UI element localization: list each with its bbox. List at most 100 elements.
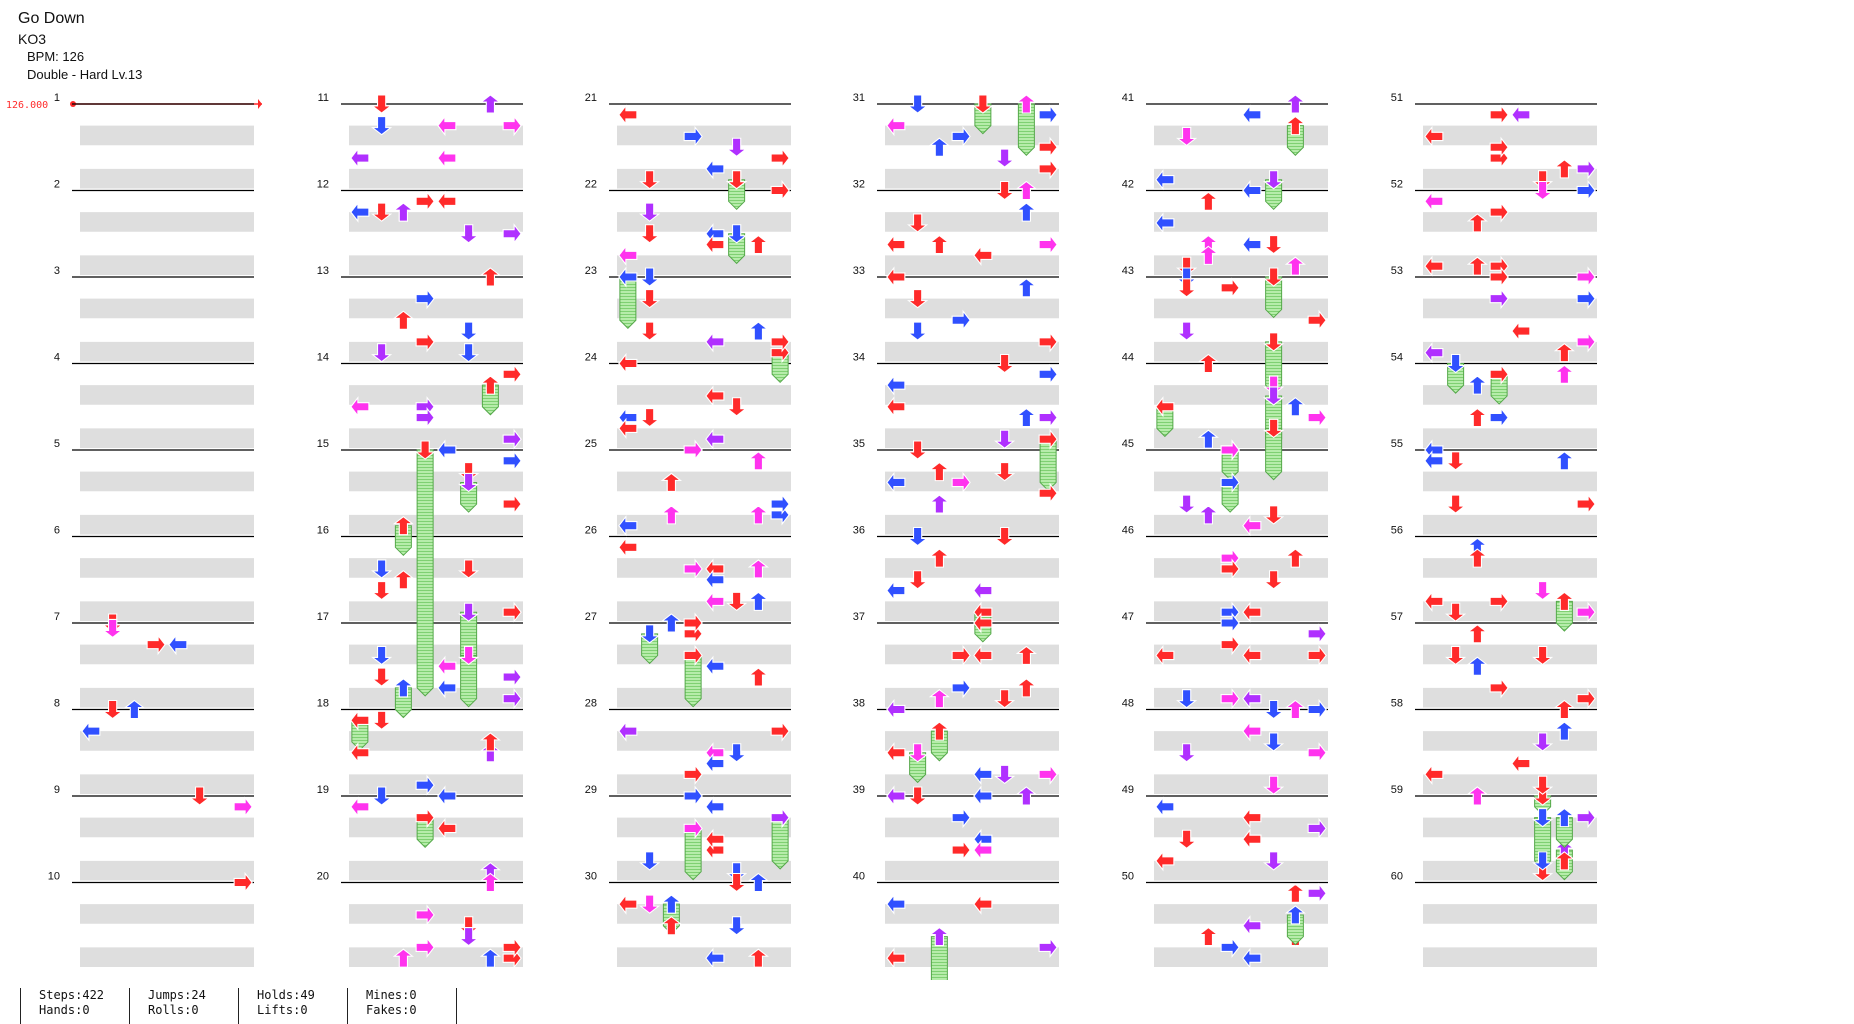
measure-label: 41 [1122, 92, 1134, 104]
note-arrow [1220, 439, 1240, 461]
note-arrow [618, 266, 638, 288]
note-arrow [1197, 505, 1219, 525]
beat-band [349, 860, 523, 881]
beat-band [617, 298, 791, 319]
note-arrow [1263, 699, 1285, 720]
measure-label: 58 [1391, 698, 1403, 710]
beat-band [1154, 904, 1328, 924]
note-arrow [415, 936, 435, 958]
beat-band [1423, 514, 1597, 535]
note-arrow [726, 916, 748, 936]
step-chart: 126.000 12345678910111213141516171819202… [6, 92, 1597, 980]
measure-label: 23 [585, 265, 597, 277]
note-arrow [747, 872, 769, 893]
beat-band [885, 687, 1059, 708]
note-arrow [1038, 406, 1058, 429]
hold-body [1039, 438, 1057, 492]
note-arrow [1532, 851, 1554, 871]
beat-band [1423, 731, 1597, 751]
note-arrow [907, 786, 929, 806]
note-arrow [886, 396, 906, 418]
beat-band [349, 428, 523, 448]
beat-band [617, 644, 791, 665]
note-arrow [502, 666, 522, 688]
hold-body [1447, 363, 1465, 394]
note-arrow [886, 374, 906, 396]
beat-band [349, 601, 523, 621]
note-arrow [618, 515, 638, 537]
beat-band [80, 860, 254, 881]
measure-label: 10 [48, 871, 60, 883]
note-arrow [1038, 363, 1058, 385]
beat-band [349, 644, 523, 665]
note-arrow [458, 602, 480, 622]
note-arrow [371, 116, 393, 136]
note-arrow [1307, 698, 1327, 721]
note-arrow [1263, 418, 1285, 439]
note-arrow [1284, 883, 1306, 903]
note-arrow [726, 224, 748, 244]
note-arrow [907, 321, 929, 341]
beat-band [1423, 817, 1597, 838]
note-arrow [189, 786, 211, 806]
note-arrow [1176, 321, 1198, 341]
measure-label: 38 [853, 698, 865, 710]
note-arrow [907, 440, 929, 460]
note-arrow [1466, 786, 1488, 806]
note-arrow [1242, 947, 1262, 969]
measure-label: 18 [317, 698, 329, 710]
note-arrow [747, 559, 769, 579]
note-arrow [1489, 201, 1509, 223]
note-arrow [1553, 699, 1575, 720]
hold-body [460, 654, 478, 708]
beat-band [80, 212, 254, 232]
note-arrow [618, 536, 638, 558]
note-arrow [1220, 612, 1240, 634]
stats-col-mines: Mines:0 Fakes:0 [347, 988, 457, 1024]
measure-label: 43 [1122, 265, 1134, 277]
note-arrow [1220, 688, 1240, 710]
beat-band [617, 428, 791, 448]
beat-band [1423, 341, 1597, 362]
note-arrow [502, 493, 522, 515]
beat-band [1423, 687, 1597, 708]
note-arrow [973, 644, 993, 667]
hold-body [684, 654, 702, 708]
note-arrow [705, 796, 725, 818]
note-arrow [1015, 278, 1037, 298]
note-arrow [1445, 602, 1467, 622]
note-arrow [1532, 732, 1554, 752]
note-arrow [972, 94, 994, 114]
note-arrow [747, 667, 769, 687]
measure-label: 6 [54, 525, 60, 537]
beat-band [1154, 558, 1328, 578]
beat-band [1154, 644, 1328, 665]
note-arrow [350, 396, 370, 418]
measure-label: 29 [585, 784, 597, 796]
note-arrow [415, 807, 435, 829]
note-arrow [1155, 644, 1175, 667]
note-arrow [639, 408, 661, 428]
beat-band [1423, 212, 1597, 232]
note-arrow [1015, 407, 1037, 428]
note-arrow [907, 743, 929, 763]
note-arrow [1220, 558, 1240, 580]
beat-band [349, 817, 523, 838]
hold-body [909, 752, 927, 784]
note-arrow [726, 137, 748, 157]
note-arrow [1015, 202, 1037, 222]
note-arrow [1155, 212, 1175, 234]
stat-jumps: Jumps:24 [148, 988, 206, 1002]
beat-band [617, 731, 791, 751]
note-arrow [371, 581, 393, 601]
note-arrow [1284, 905, 1306, 925]
note-arrow [1307, 882, 1327, 904]
note-arrow [639, 321, 661, 341]
note-arrow [1489, 406, 1509, 429]
note-arrow [1424, 590, 1444, 612]
note-arrow [1424, 342, 1444, 364]
note-arrow [415, 288, 435, 310]
beat-band [1154, 125, 1328, 146]
note-arrow [502, 936, 522, 958]
hold-body [641, 633, 659, 665]
